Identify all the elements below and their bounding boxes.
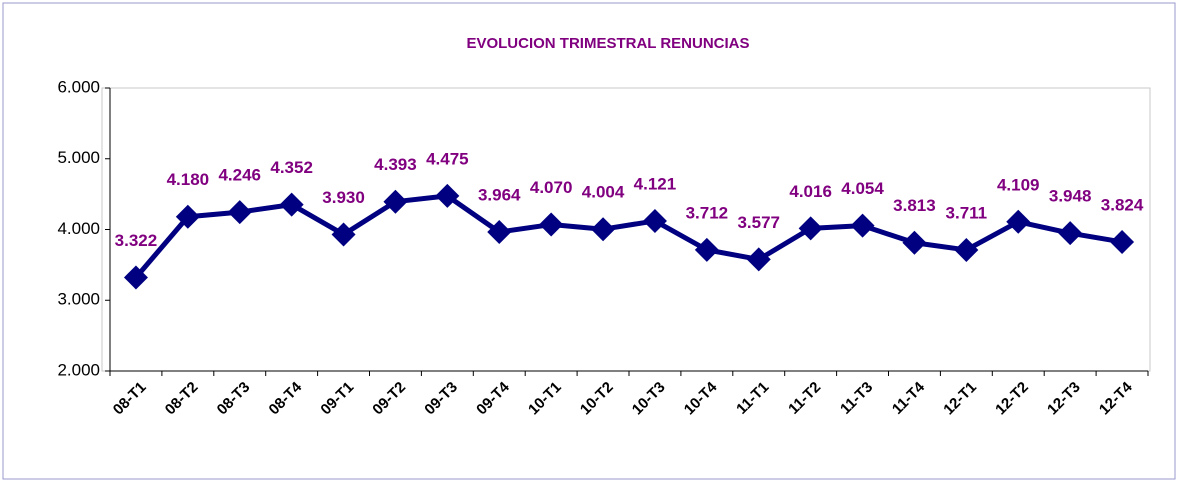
- data-label: 4.352: [270, 158, 313, 177]
- data-label: 3.964: [478, 186, 521, 205]
- data-label: 4.475: [426, 149, 469, 168]
- marker: [383, 189, 408, 214]
- marker: [123, 265, 148, 290]
- data-label: 4.393: [374, 155, 417, 174]
- marker: [331, 222, 356, 247]
- data-label: 3.711: [946, 203, 988, 222]
- marker: [1058, 221, 1083, 246]
- marker: [850, 213, 875, 238]
- data-label: 4.016: [789, 182, 832, 201]
- marker: [746, 247, 771, 272]
- marker: [694, 237, 719, 262]
- marker: [175, 204, 200, 229]
- data-label: 3.813: [893, 196, 936, 215]
- data-label: 3.712: [686, 203, 729, 222]
- marker: [487, 220, 512, 245]
- marker: [954, 237, 979, 262]
- data-label: 4.109: [997, 175, 1040, 194]
- data-label: 4.180: [167, 170, 210, 189]
- marker: [435, 183, 460, 208]
- data-label: 3.948: [1049, 187, 1092, 206]
- marker: [1110, 229, 1135, 254]
- data-label: 3.577: [737, 213, 780, 232]
- marker: [591, 217, 616, 242]
- data-label: 4.054: [841, 179, 884, 198]
- marker: [902, 230, 927, 255]
- marker: [642, 208, 667, 233]
- marker: [539, 212, 564, 237]
- data-label: 4.004: [582, 183, 625, 202]
- marker: [798, 216, 823, 241]
- data-label: 3.322: [115, 231, 158, 250]
- y-tick-label: 5.000: [57, 148, 100, 167]
- data-label: 4.070: [530, 178, 573, 197]
- data-label: 4.246: [218, 166, 261, 185]
- marker: [1006, 209, 1031, 234]
- marker: [279, 192, 304, 217]
- y-tick-label: 4.000: [57, 219, 100, 238]
- chart-title: EVOLUCION TRIMESTRAL RENUNCIAS: [466, 35, 749, 52]
- data-label: 3.930: [322, 188, 365, 207]
- data-label: 3.824: [1101, 195, 1144, 214]
- y-tick-label: 3.000: [57, 290, 100, 309]
- data-label: 4.121: [634, 174, 677, 193]
- marker: [227, 200, 252, 225]
- y-tick-label: 2.000: [57, 360, 100, 379]
- y-tick-label: 6.000: [57, 77, 100, 96]
